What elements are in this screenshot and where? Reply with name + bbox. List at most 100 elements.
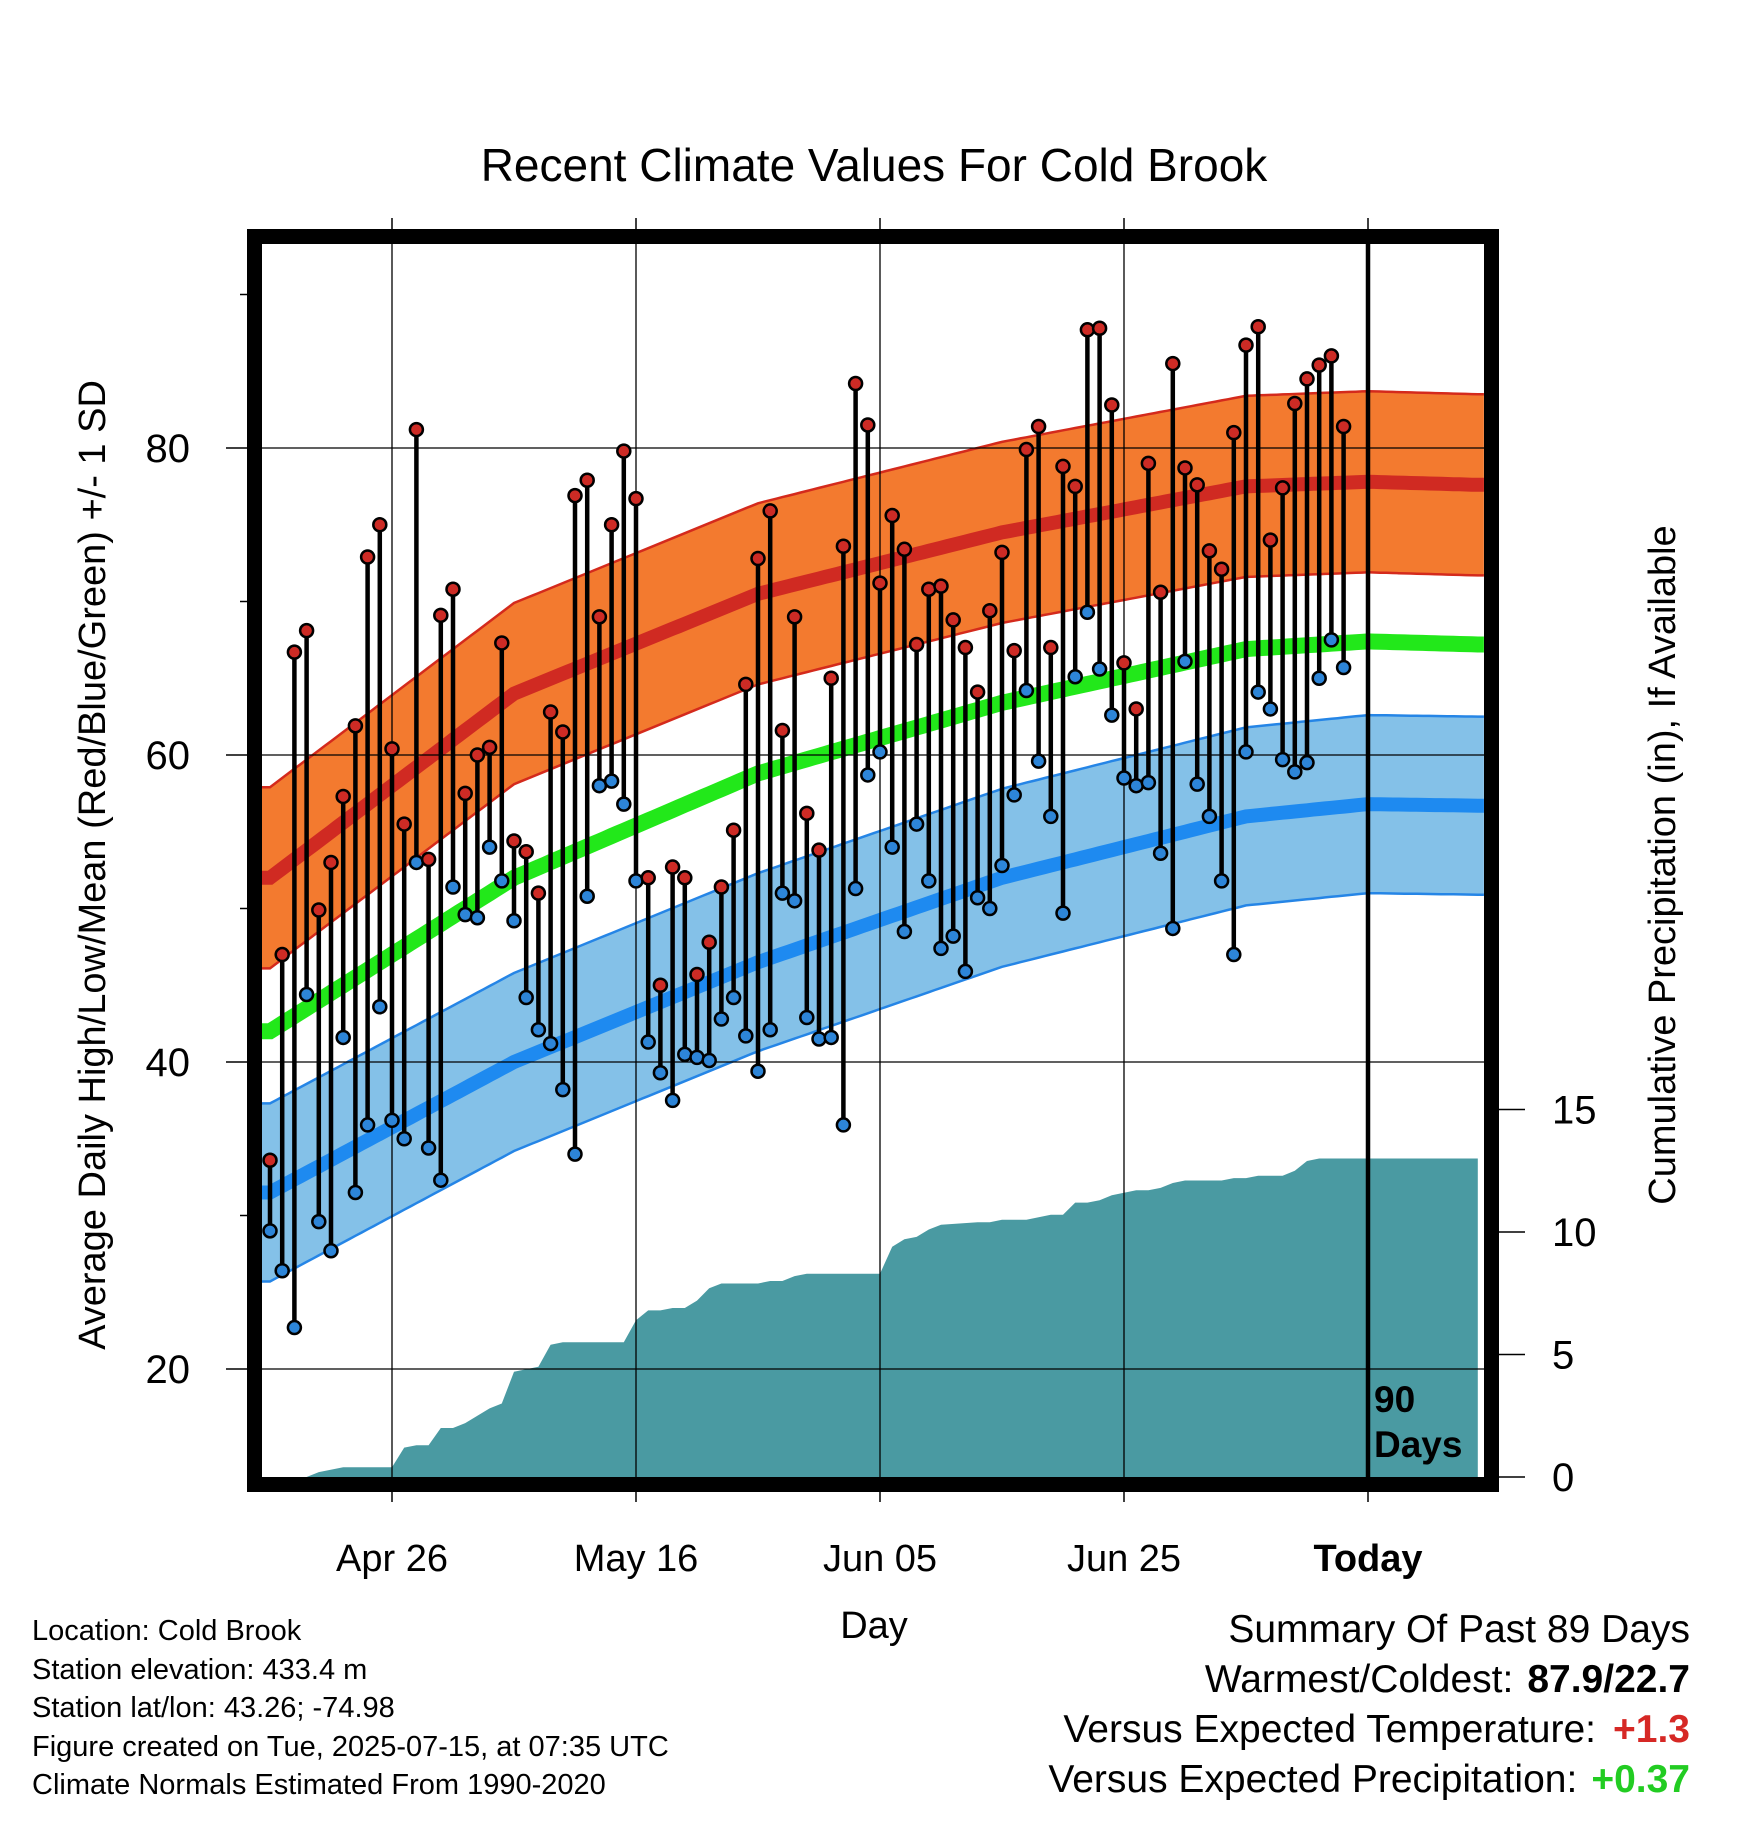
high-point-35 — [689, 966, 705, 983]
high-point-38 — [725, 822, 742, 838]
low-point-30 — [628, 873, 644, 889]
low-point-19 — [494, 873, 510, 889]
low-point-25 — [567, 1146, 583, 1162]
high-point-86 — [1311, 357, 1327, 373]
high-point-4 — [311, 902, 327, 918]
low-point-88 — [1335, 659, 1352, 676]
low-point-49 — [860, 767, 876, 783]
low-point-40 — [750, 1063, 766, 1079]
low-point-68 — [1091, 661, 1108, 677]
high-sd-band-lower-edge — [262, 571, 1484, 970]
high-point-80 — [1238, 337, 1254, 353]
low-point-2 — [286, 1319, 303, 1336]
low-point-28 — [603, 773, 620, 789]
low-point-11 — [396, 1131, 412, 1147]
low-point-72 — [1140, 774, 1157, 791]
station-info: Location: Cold Brook Station elevation: … — [32, 1612, 669, 1805]
high-point-18 — [481, 739, 498, 756]
low-point-64 — [1043, 808, 1059, 825]
low-point-33 — [664, 1092, 681, 1109]
low-point-31 — [640, 1034, 656, 1050]
low-point-4 — [311, 1213, 327, 1230]
low-point-51 — [884, 839, 900, 855]
high-point-37 — [713, 879, 730, 895]
high-point-21 — [518, 843, 534, 860]
low-point-81 — [1250, 684, 1266, 700]
high-point-22 — [530, 885, 547, 901]
high-point-84 — [1287, 395, 1303, 412]
high-point-61 — [1006, 642, 1022, 659]
high-point-79 — [1226, 424, 1242, 441]
y2-tick-label-15: 15 — [1552, 1089, 1597, 1133]
y2-axis-label: Cumulative Precipitation (in), If Availa… — [1642, 525, 1684, 1204]
high-point-67 — [1079, 322, 1096, 338]
low-point-16 — [457, 906, 473, 923]
axes: 20 40 60 80 0 5 10 15 Apr 26 May 16 Jun 05 Jun 25 To… — [146, 218, 1597, 1580]
location-text: Location: Cold Brook — [32, 1615, 302, 1647]
low-point-53 — [908, 816, 925, 832]
high-point-29 — [616, 443, 632, 459]
low-point-26 — [579, 888, 595, 904]
low-point-82 — [1262, 701, 1279, 717]
low-point-79 — [1226, 946, 1242, 963]
high-point-59 — [982, 602, 998, 619]
low-point-76 — [1189, 776, 1205, 792]
high-point-52 — [896, 541, 913, 558]
low-point-62 — [1018, 682, 1035, 699]
low-point-35 — [689, 1049, 705, 1066]
high-sd-band-upper-edge — [262, 389, 1484, 789]
today-days-label-2: Days — [1374, 1424, 1462, 1465]
high-point-65 — [1055, 458, 1071, 475]
high-point-55 — [933, 578, 949, 594]
low-point-63 — [1030, 753, 1047, 769]
low-point-32 — [652, 1064, 669, 1081]
high-point-2 — [286, 644, 303, 660]
high-point-36 — [701, 934, 717, 951]
high-point-13 — [420, 851, 437, 868]
high-point-39 — [738, 676, 754, 693]
low-point-10 — [384, 1112, 400, 1129]
high-point-62 — [1018, 441, 1035, 458]
high-point-49 — [860, 417, 876, 433]
created-text: Figure created on Tue, 2025-07-15, at 07… — [32, 1730, 669, 1763]
low-point-5 — [323, 1243, 339, 1259]
low-point-21 — [518, 989, 534, 1006]
high-sd-band — [262, 391, 1484, 969]
low-point-24 — [555, 1081, 571, 1098]
low-point-8 — [359, 1117, 376, 1133]
low-point-56 — [945, 928, 961, 944]
high-point-11 — [396, 816, 412, 832]
high-point-82 — [1262, 532, 1279, 548]
summary-warmest-row: Warmest/Coldest: 87.9/22.7 — [1048, 1655, 1690, 1705]
x-tick-label-apr-26: Apr 26 — [336, 1538, 448, 1580]
low-point-43 — [786, 893, 803, 909]
low-point-13 — [420, 1140, 437, 1156]
high-point-53 — [908, 636, 925, 653]
normals-text: Climate Normals Estimated From 1990-2020 — [32, 1769, 606, 1801]
high-point-0 — [262, 1152, 278, 1168]
precip-label: Versus Expected Precipitation: — [1048, 1758, 1578, 1801]
high-point-28 — [603, 517, 620, 533]
high-point-33 — [664, 859, 681, 875]
high-point-57 — [957, 639, 974, 656]
high-point-60 — [994, 544, 1010, 561]
low-point-3 — [298, 986, 315, 1003]
low-point-20 — [506, 913, 522, 929]
low-point-54 — [921, 873, 937, 889]
y2-tick-label-5: 5 — [1552, 1334, 1574, 1378]
high-point-75 — [1177, 460, 1193, 476]
low-point-47 — [835, 1117, 852, 1133]
high-point-42 — [774, 722, 791, 739]
high-point-56 — [945, 612, 961, 628]
high-point-81 — [1250, 318, 1266, 335]
high-point-83 — [1274, 480, 1291, 496]
low-point-15 — [445, 879, 461, 895]
high-point-27 — [591, 609, 608, 625]
x-tick-label-may-16: May 16 — [574, 1538, 699, 1580]
high-point-88 — [1335, 418, 1352, 435]
high-point-16 — [457, 785, 473, 802]
high-point-34 — [677, 870, 693, 886]
low-point-59 — [982, 900, 998, 917]
low-point-17 — [469, 909, 486, 926]
